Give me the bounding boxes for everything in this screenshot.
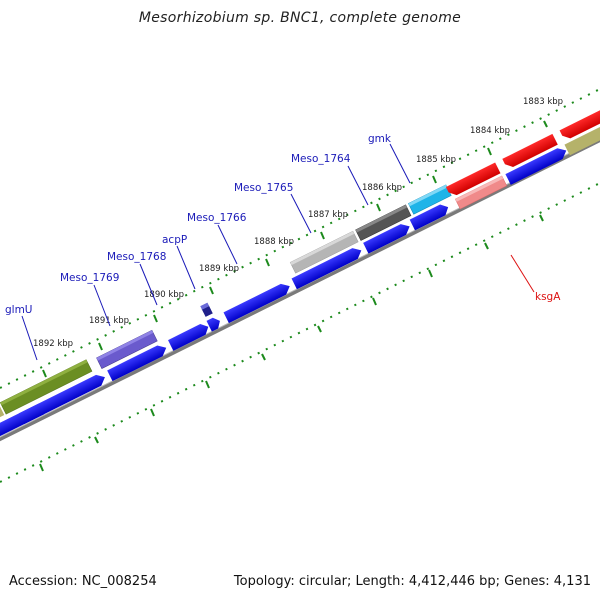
cds-arrow[interactable] <box>168 321 211 351</box>
scale-label: 1887 kbp <box>308 210 348 220</box>
scale-label: 1885 kbp <box>416 155 456 165</box>
cds-arrow-red[interactable] <box>559 107 600 141</box>
feature-meso-1765-edge <box>290 231 355 266</box>
callout-gmk <box>389 143 411 184</box>
cds-arrow[interactable] <box>505 145 569 185</box>
feature-meso-1769-edge <box>96 330 154 361</box>
cds-arrow[interactable] <box>223 281 293 324</box>
callout-meso-1764 <box>347 165 369 206</box>
callout-ksgA <box>510 254 535 293</box>
feature-gmk-edge <box>408 184 448 207</box>
genome-summary: Topology: circular; Length: 4,412,446 bp… <box>233 574 591 589</box>
callout-acpP <box>176 245 196 290</box>
gene-label-meso-1769[interactable]: Meso_1769 <box>60 272 119 284</box>
gene-label-ksgA[interactable]: ksgA <box>535 291 561 303</box>
cds-arrow[interactable] <box>107 342 169 382</box>
gene-label-meso-1765[interactable]: Meso_1765 <box>234 182 293 194</box>
feature-glmU-edge <box>0 359 88 406</box>
scale-labels: 1883 kbp 1884 kbp 1885 kbp 1886 kbp 1887… <box>33 97 563 349</box>
feature-acpP-top <box>200 302 210 310</box>
accession-label: Accession: NC_008254 <box>9 574 157 589</box>
scale-label: 1892 kbp <box>33 339 73 349</box>
cds-arrow-red[interactable] <box>445 162 501 197</box>
callout-glmU <box>21 315 38 361</box>
scale-label: 1884 kbp <box>470 126 510 136</box>
callout-meso-1765 <box>290 193 312 234</box>
gene-label-meso-1766[interactable]: Meso_1766 <box>187 212 247 224</box>
major-ticks-inner <box>39 214 544 472</box>
scale-label: 1886 kbp <box>362 183 402 193</box>
cds-arrow[interactable] <box>363 221 412 254</box>
map-title: Mesorhizobium sp. BNC1, complete genome <box>138 10 462 26</box>
gene-callouts <box>21 143 535 361</box>
scale-label: 1890 kbp <box>144 290 184 300</box>
feature-track <box>0 107 600 437</box>
feature-olive[interactable] <box>564 126 600 156</box>
cds-arrow[interactable] <box>291 245 364 290</box>
inner-scale-ticks <box>0 181 600 483</box>
gene-label-meso-1764[interactable]: Meso_1764 <box>291 153 351 165</box>
callout-meso-1769 <box>93 284 111 327</box>
gene-label-acpP[interactable]: acpP <box>162 234 187 246</box>
callout-meso-1768 <box>139 263 158 306</box>
cds-arrow[interactable] <box>206 316 223 332</box>
gene-label-gmk[interactable]: gmk <box>368 133 392 145</box>
scale-label: 1883 kbp <box>523 97 563 107</box>
feature-meso-1764-edge <box>355 204 407 233</box>
cds-arrow-red[interactable] <box>502 133 558 170</box>
major-ticks-outer <box>42 120 548 378</box>
gene-label-meso-1768[interactable]: Meso_1768 <box>107 251 166 263</box>
cds-arrow[interactable] <box>409 202 451 231</box>
scale-label: 1888 kbp <box>254 237 294 247</box>
feature-ksgA-edge <box>455 175 504 202</box>
callout-meso-1766 <box>217 224 238 265</box>
scale-label: 1891 kbp <box>89 316 129 326</box>
cds-arrow[interactable] <box>19 372 108 425</box>
scale-label: 1889 kbp <box>199 264 239 274</box>
gene-labels: gmk Meso_1764 Meso_1765 Meso_1766 acpP M… <box>5 133 561 316</box>
gene-label-glmU[interactable]: glmU <box>5 304 33 316</box>
